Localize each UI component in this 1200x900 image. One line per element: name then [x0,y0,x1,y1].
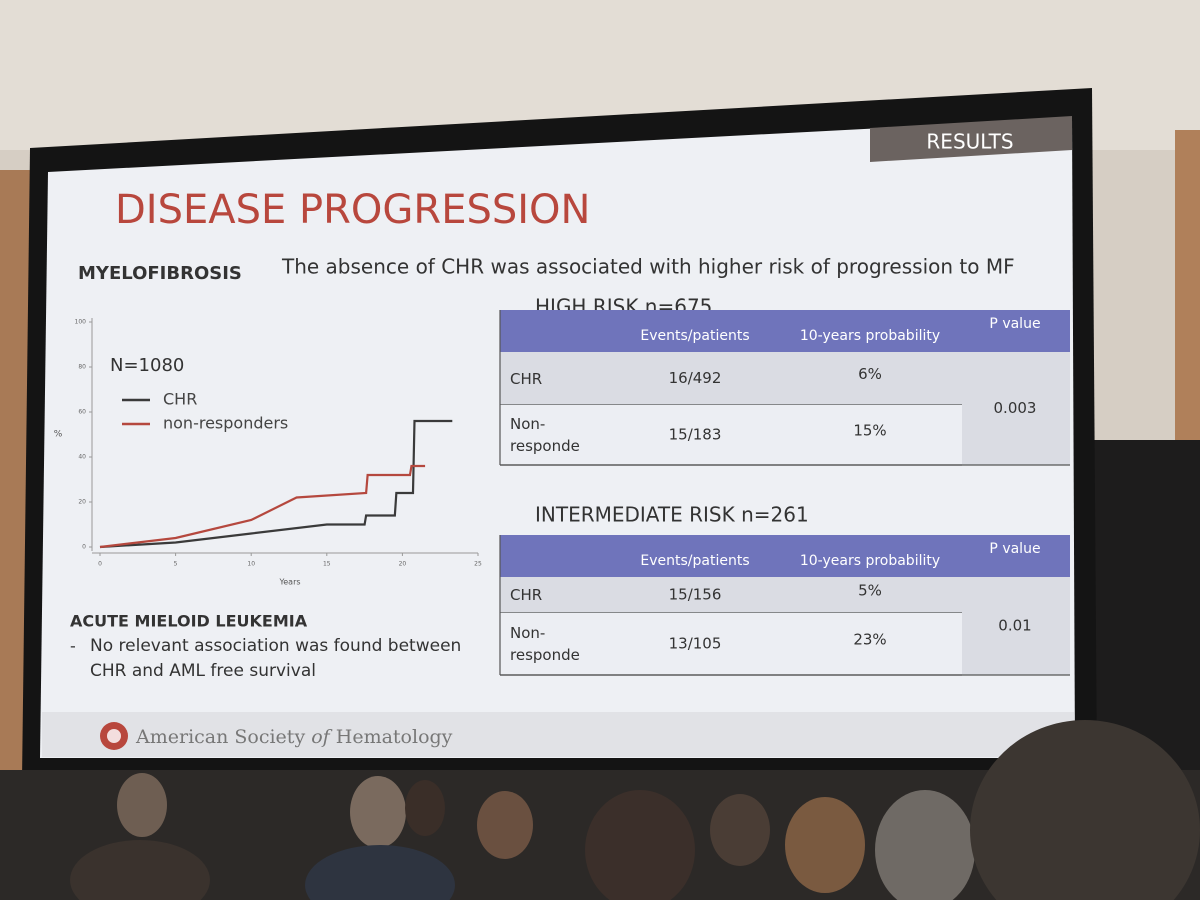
y-tick-label: 20 [78,499,86,506]
table-row [500,405,962,465]
p-value-cell [962,577,1070,675]
footer-band [42,712,1074,757]
p-value: 0.01 [998,617,1031,635]
table-row [500,352,962,405]
events-cell: 15/183 [669,426,722,444]
section-label: RESULTS [926,130,1013,154]
column-header: 10-years probability [800,553,940,569]
row-label: CHR [510,369,543,388]
legend-label: non-responders [163,414,288,433]
head [785,797,865,893]
events-cell: 13/105 [669,635,722,653]
footer-logo-inner [107,729,121,743]
subtitle: The absence of CHR was associated with h… [281,255,1015,279]
footer-text: American Society of Hematology [135,726,453,748]
table-row [500,613,962,675]
column-header: P value [989,316,1040,332]
aml-text-box: No relevant association was found betwee… [90,636,462,681]
footer-part: American Society [135,726,305,748]
table-header [500,535,1070,577]
y-tick-label: 80 [78,364,86,371]
column-header: P value [989,541,1040,557]
section-bar [870,116,1072,162]
chart-annotation: N=1080 [110,355,184,376]
body [70,840,210,900]
x-tick-label: 0 [98,561,102,568]
x-tick-label: 25 [474,561,482,568]
probability-cell: 5% [858,582,882,600]
events-cell: 15/156 [669,586,722,604]
audience [0,720,1200,900]
probability-cell: 6% [858,365,882,383]
aml-heading: ACUTE MIELOID LEUKEMIA [70,612,308,631]
y-tick-label: 40 [78,454,86,461]
slide-title: DISEASE PROGRESSION [115,187,590,233]
events-cell: 16/492 [669,369,722,387]
row-label-box: CHR [510,369,543,388]
head [117,773,167,837]
table-title: INTERMEDIATE RISK n=261 [535,503,809,527]
head [477,791,533,859]
column-header: Events/patients [640,328,749,344]
aml-text: No relevant association was found betwee… [90,636,462,681]
x-tick-label: 5 [174,561,178,568]
legend-label: CHR [163,390,197,409]
body [305,845,455,900]
row-label: CHR [510,586,543,604]
footer-part: of [311,726,332,748]
wood-panel [1175,130,1200,450]
table-row [500,577,962,613]
footer-part: Hematology [336,726,453,748]
y-tick-label: 0 [82,544,86,551]
x-tick-label: 15 [323,561,331,568]
row-label-box: CHR [510,586,543,604]
x-axis-label: Years [278,578,300,587]
row-label-box: Non-responders [510,624,580,664]
column-header: 10-years probability [800,328,940,344]
aml-bullet: - [70,637,76,656]
head [970,720,1200,900]
probability-cell: 15% [853,422,886,440]
row-label-box: Non-responders [510,415,580,455]
column-header: Events/patients [640,553,749,569]
head [710,794,770,866]
series-line [99,419,453,549]
y-axis-label: % [54,430,63,440]
x-tick-label: 10 [247,561,255,568]
row-label: Non-responders [510,624,580,664]
series-line [99,464,426,549]
head [585,790,695,900]
p-value-cell [962,352,1070,465]
subtitle-label: MYELOFIBROSIS [78,263,242,284]
head [350,776,406,848]
y-tick-label: 60 [78,409,86,416]
y-tick-label: 100 [75,319,87,326]
table-header [500,310,1070,352]
head [405,780,445,836]
p-value: 0.003 [994,399,1037,417]
head [875,790,975,900]
probability-cell: 23% [853,631,886,649]
row-label: Non-responders [510,415,580,455]
x-tick-label: 20 [399,561,407,568]
